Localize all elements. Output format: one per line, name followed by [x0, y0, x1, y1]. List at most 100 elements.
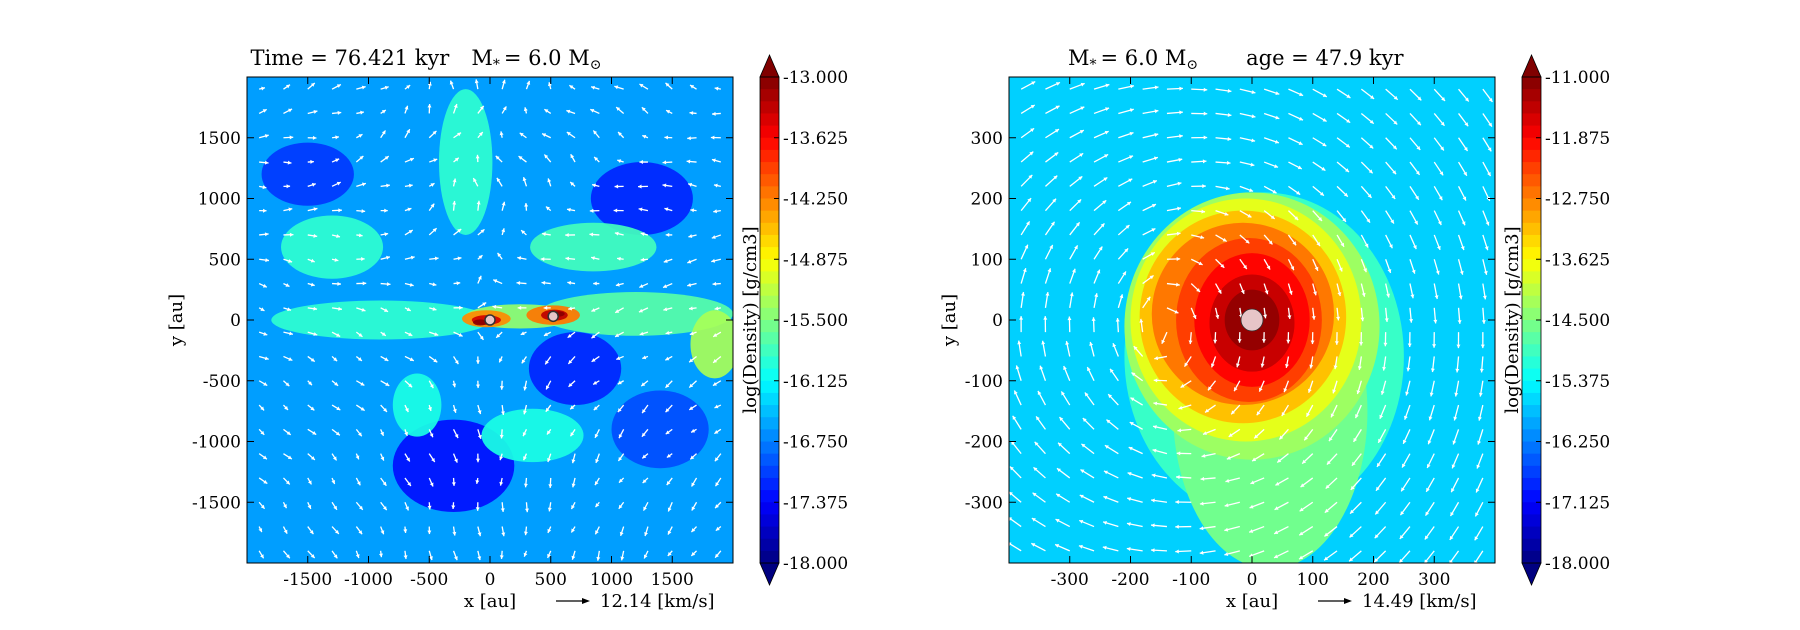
left-velocity-arrowhead	[433, 358, 438, 363]
right-y-tick-label: -300	[965, 493, 1003, 513]
right-velocity-arrowhead	[1104, 130, 1109, 135]
right-velocity-arrowhead	[1105, 107, 1110, 112]
left-velocity-arrowhead	[642, 409, 646, 414]
left-velocity-arrowhead	[409, 282, 414, 287]
right-velocity-arrowhead	[1175, 524, 1179, 529]
left-velocity-arrowhead	[313, 332, 318, 336]
left-velocity-arrowhead	[337, 110, 342, 115]
left-colorbar-tick-label: -13.625	[783, 129, 848, 149]
left-velocity-arrowhead	[640, 257, 645, 262]
left-colorbar-band	[760, 113, 779, 127]
right-velocity-arrowhead	[1363, 268, 1367, 273]
left-velocity-arrowhead	[361, 209, 366, 214]
right-velocity-arrowhead	[1032, 492, 1037, 497]
left-velocity-arrowhead	[477, 275, 482, 280]
left-colorbar-band	[760, 405, 779, 418]
left-velocity-arrowhead	[430, 183, 435, 187]
left-velocity-arrowhead	[547, 528, 552, 533]
left-velocity-arrowhead	[570, 432, 575, 437]
left-velocity-arrowhead	[286, 431, 291, 435]
left-velocity-arrowhead	[360, 406, 365, 411]
right-colorbar-band	[1522, 113, 1541, 127]
right-colorbar-band	[1522, 210, 1541, 224]
right-velocity-arrowhead	[1102, 545, 1107, 550]
left-velocity-arrowhead	[591, 334, 596, 339]
left-velocity-arrowhead	[336, 406, 341, 411]
right-velocity-arrowhead	[1300, 483, 1305, 488]
left-velocity-arrowhead	[358, 530, 363, 535]
right-velocity-arrowhead	[1292, 241, 1297, 246]
left-velocity-arrowhead	[361, 182, 366, 187]
left-colorbar-band	[760, 441, 779, 455]
left-velocity-arrowhead	[618, 434, 623, 439]
right-velocity-arrowhead	[1203, 87, 1208, 92]
right-velocity-arrowhead	[1260, 363, 1265, 368]
left-velocity-arrowhead	[714, 306, 719, 311]
right-velocity-arrowhead	[1176, 475, 1180, 480]
right-velocity-arrowhead	[1154, 356, 1159, 361]
right-velocity-arrowhead	[1346, 118, 1351, 123]
right-velocity-arrowhead	[1154, 132, 1159, 137]
right-velocity-arrowhead	[1065, 341, 1070, 345]
left-velocity-arrowhead	[264, 356, 269, 361]
left-colorbar-band	[760, 332, 779, 345]
right-velocity-arrowhead	[1251, 90, 1256, 94]
right-velocity-arrowhead	[1405, 391, 1410, 396]
right-velocity-arrowhead	[1299, 92, 1304, 97]
left-velocity-arrowhead	[617, 256, 621, 261]
right-velocity-arrowhead	[1014, 390, 1018, 395]
right-colorbar-band	[1522, 356, 1541, 370]
right-velocity-key: 14.49 [km/s]	[1318, 591, 1477, 612]
left-velocity-arrowhead	[691, 551, 696, 556]
left-velocity-arrowhead	[307, 504, 312, 509]
left-velocity-arrowhead	[593, 130, 598, 135]
right-velocity-arrowhead	[1487, 172, 1491, 177]
right-velocity-arrowhead	[1037, 390, 1042, 395]
right-velocity-arrowhead	[1078, 544, 1083, 549]
left-velocity-arrowhead	[591, 308, 596, 312]
right-velocity-arrowhead	[1045, 292, 1050, 296]
right-colorbar-tick-label: -16.250	[1545, 433, 1610, 453]
left-velocity-arrowhead	[595, 530, 599, 535]
right-velocity-arrowhead	[1020, 292, 1025, 296]
left-velocity-arrowhead	[409, 157, 414, 162]
right-velocity-arrowhead	[1072, 268, 1076, 273]
left-velocity-arrowhead	[591, 358, 596, 362]
right-colorbar: -11.000 -11.875 -12.750 -13.625 -14.500 -15.3…	[1521, 53, 1610, 587]
right-velocity-arrowhead	[1425, 511, 1430, 516]
left-velocity-arrowhead	[475, 507, 480, 511]
right-colorbar-band	[1522, 453, 1541, 467]
left-velocity-arrowhead	[336, 84, 341, 88]
right-velocity-arrowhead	[1318, 217, 1322, 221]
left-velocity-arrowhead	[499, 481, 504, 486]
left-velocity-arrowhead	[313, 233, 318, 238]
right-velocity-arrowhead	[1304, 436, 1309, 441]
left-velocity-arrowhead	[408, 383, 413, 388]
left-velocity-arrowhead	[360, 381, 365, 386]
left-velocity-arrowhead	[517, 256, 522, 261]
right-velocity-arrowhead	[1316, 242, 1320, 247]
right-velocity-arrowhead	[1264, 290, 1269, 295]
right-colorbar-band	[1522, 332, 1541, 345]
right-velocity-arrowhead	[1384, 318, 1389, 322]
left-velocity-arrowhead	[262, 109, 267, 113]
left-colorbar-band	[760, 247, 779, 260]
left-velocity-arrowhead	[405, 506, 409, 511]
left-velocity-arrowhead	[492, 304, 497, 309]
right-velocity-arrowhead	[1332, 389, 1337, 394]
right-velocity-arrowhead	[1112, 343, 1117, 348]
right-y-tick-label: 200	[971, 190, 1003, 210]
right-velocity-arrowhead	[1266, 265, 1271, 270]
left-velocity-arrowhead	[407, 207, 412, 212]
right-velocity-arrowhead	[1261, 339, 1266, 343]
left-density-region	[271, 300, 490, 340]
left-colorbar-tick-label: -16.125	[783, 372, 848, 392]
left-velocity-arrowhead	[358, 233, 363, 238]
right-velocity-arrowhead	[1256, 411, 1261, 416]
left-velocity-arrowhead	[641, 432, 646, 437]
left-density-region	[690, 310, 733, 379]
left-velocity-key: 12.14 [km/s]	[556, 591, 715, 612]
left-velocity-arrowhead	[547, 553, 551, 558]
right-velocity-arrowhead	[1406, 367, 1411, 372]
left-velocity-arrowhead	[332, 456, 337, 461]
